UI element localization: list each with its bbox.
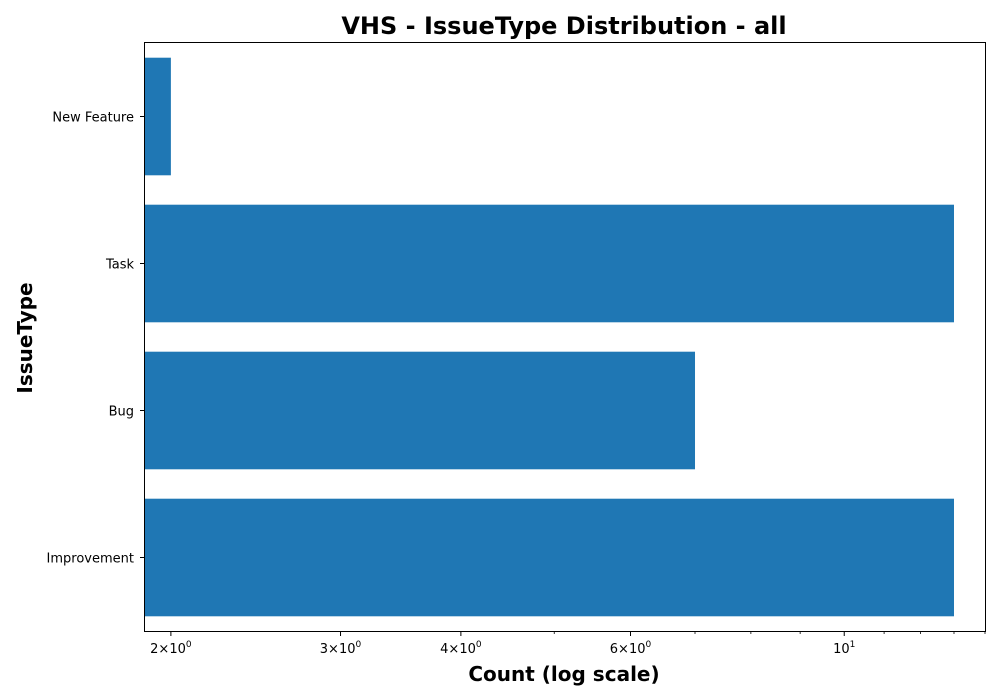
y-axis: New Feature Task Bug Improvement xyxy=(47,111,145,567)
y-axis-label: IssueType xyxy=(13,282,37,393)
x-tick-label: 3×100 xyxy=(320,640,362,657)
chart-title: VHS - IssueType Distribution - all xyxy=(341,12,786,40)
y-tick-label: Improvement xyxy=(47,552,134,567)
x-tick-label: 6×100 xyxy=(610,640,652,657)
bars-group xyxy=(145,57,954,617)
y-tick-label: New Feature xyxy=(52,111,134,126)
bar-bug xyxy=(145,351,696,470)
bar-task xyxy=(145,204,954,323)
bar-new-feature xyxy=(145,57,171,176)
x-tick-label: 2×100 xyxy=(150,640,192,657)
plot-frame xyxy=(144,42,986,632)
y-tick-label: Task xyxy=(105,258,135,273)
x-axis-label: Count (log scale) xyxy=(468,662,659,686)
x-axis: 2×100 3×100 4×100 6×100 101 xyxy=(150,631,986,657)
bar-improvement xyxy=(145,498,954,617)
x-tick-label: 4×100 xyxy=(440,640,482,657)
x-tick-label: 101 xyxy=(833,640,855,657)
y-tick-label: Bug xyxy=(109,405,134,420)
